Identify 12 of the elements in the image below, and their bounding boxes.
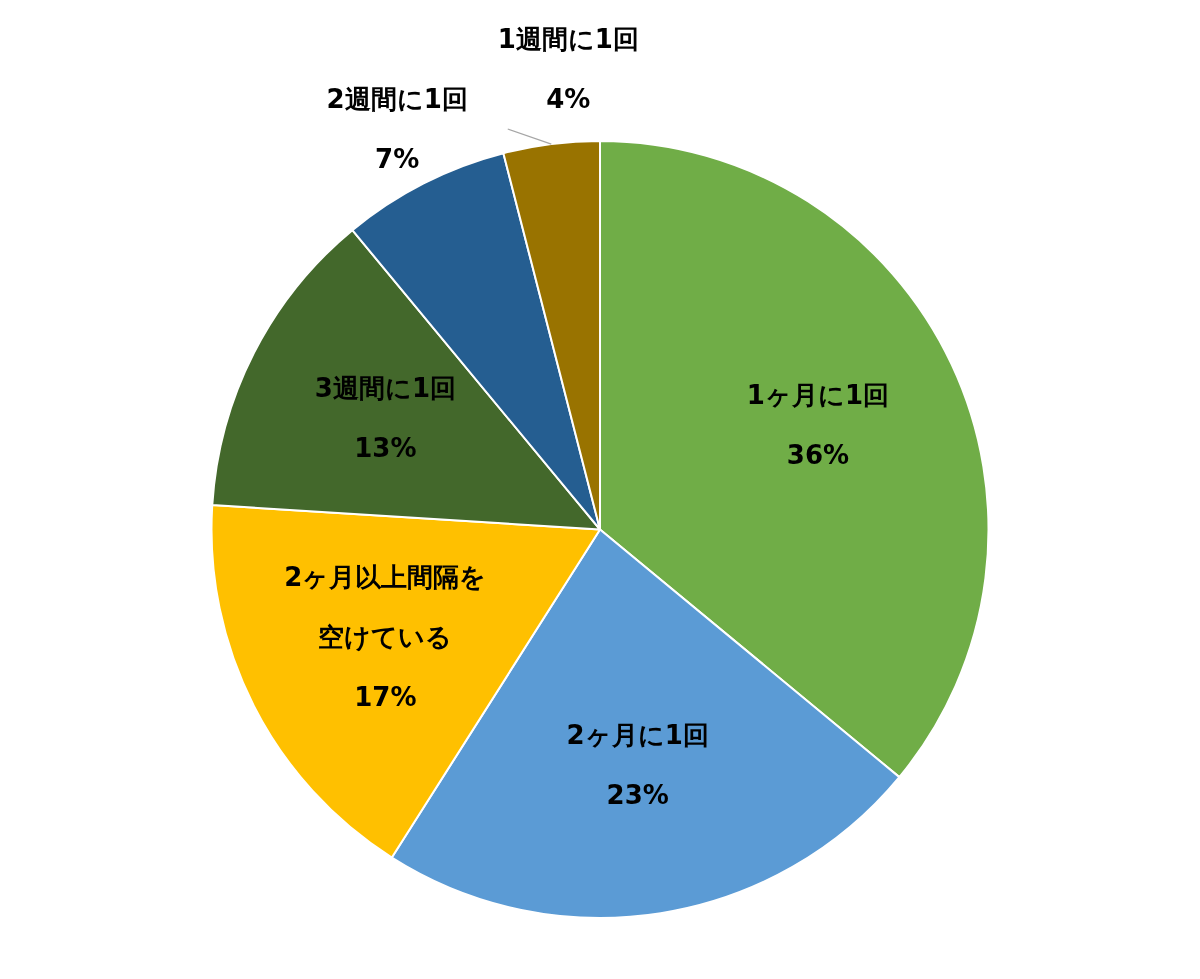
- slice-label: 2ヶ月以上間隔を空けている: [284, 561, 487, 652]
- data-label: 17%: [354, 681, 417, 712]
- data-label: 4%: [546, 83, 591, 114]
- data-label: 23%: [606, 780, 669, 811]
- slice-label: 1ヶ月に1回: [746, 379, 890, 410]
- slice-label: 2週間に1回: [326, 84, 468, 115]
- slice-label: 2ヶ月に1回: [566, 720, 709, 751]
- slice-label: 3週間に1回: [314, 372, 456, 403]
- data-label: 36%: [786, 439, 850, 470]
- data-label: 13%: [354, 432, 417, 463]
- slice-label: 1週間に1回: [497, 23, 639, 54]
- data-label: 7%: [375, 144, 420, 175]
